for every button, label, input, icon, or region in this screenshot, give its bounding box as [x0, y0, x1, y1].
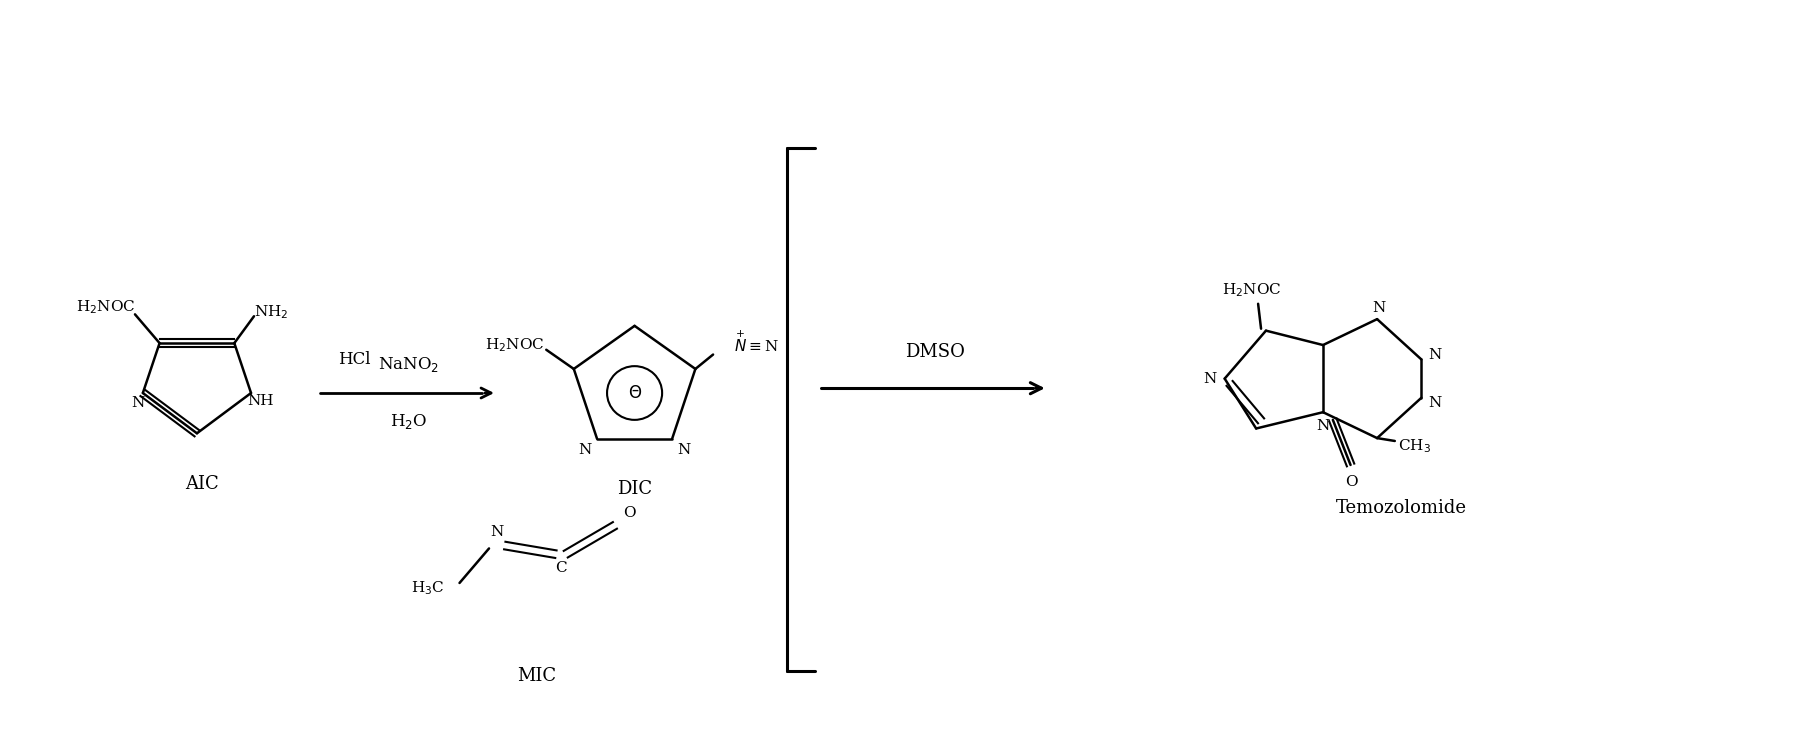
Text: N: N	[1428, 395, 1440, 409]
Text: $\overset{+}{N}$$\equiv$N: $\overset{+}{N}$$\equiv$N	[733, 329, 778, 355]
Text: O: O	[622, 506, 635, 520]
Text: C: C	[555, 561, 566, 575]
Text: Temozolomide: Temozolomide	[1335, 499, 1466, 517]
Text: N: N	[1315, 418, 1330, 432]
Text: N: N	[131, 395, 145, 409]
Text: $\Theta$: $\Theta$	[628, 384, 642, 401]
Text: N: N	[579, 443, 591, 457]
Text: N: N	[1371, 301, 1384, 315]
Text: DMSO: DMSO	[903, 343, 963, 361]
Text: AIC: AIC	[185, 475, 219, 493]
Text: NH: NH	[247, 394, 274, 408]
Text: DIC: DIC	[617, 480, 651, 498]
Text: H$_2$NOC: H$_2$NOC	[484, 336, 544, 354]
Text: NH$_2$: NH$_2$	[254, 304, 288, 321]
Text: NaNO$_2$: NaNO$_2$	[377, 355, 439, 374]
Text: N: N	[490, 525, 502, 539]
Text: HCl: HCl	[337, 351, 370, 368]
Text: H$_2$NOC: H$_2$NOC	[76, 298, 134, 316]
Text: O: O	[1344, 475, 1357, 489]
Text: N: N	[677, 443, 689, 457]
Text: N: N	[1203, 372, 1215, 386]
Text: N: N	[1428, 347, 1440, 361]
Text: H$_3$C: H$_3$C	[412, 579, 444, 596]
Text: CH$_3$: CH$_3$	[1397, 437, 1429, 454]
Text: MIC: MIC	[517, 667, 555, 685]
Text: H$_2$O: H$_2$O	[390, 412, 426, 432]
Text: H$_2$NOC: H$_2$NOC	[1221, 282, 1281, 299]
